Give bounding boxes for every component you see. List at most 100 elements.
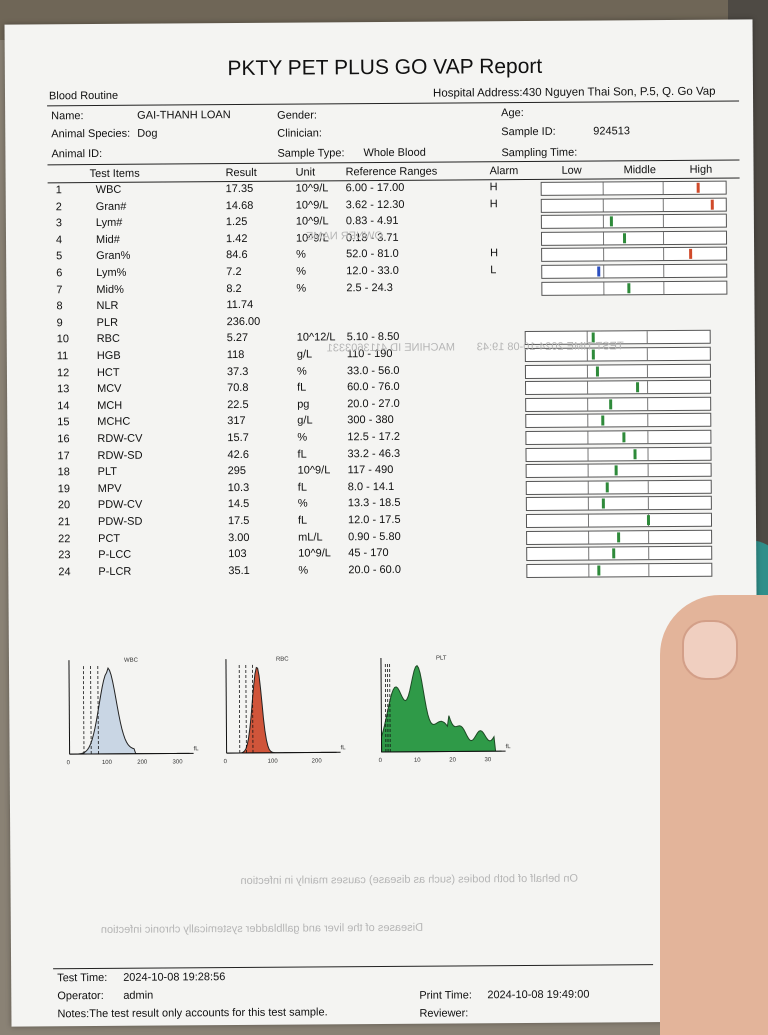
reference-range: 3.62 - 12.30 <box>345 198 405 211</box>
result-marker <box>595 366 599 377</box>
result-marker <box>636 382 640 393</box>
range-indicator-bar <box>524 363 711 379</box>
histogram-tick-label: 200 <box>137 760 148 766</box>
test-item: Lym# <box>95 216 123 230</box>
range-divider <box>602 199 604 212</box>
range-indicator-bar <box>525 446 712 462</box>
operator-value: admin <box>123 989 154 1002</box>
histogram-y-axis <box>68 660 71 755</box>
range-divider <box>647 431 649 444</box>
range-divider <box>586 398 588 411</box>
sample-id-value: 924513 <box>593 125 631 138</box>
histogram-curve <box>226 666 337 754</box>
test-item: RBC <box>96 333 120 346</box>
unit-value: fL <box>297 514 308 527</box>
range-divider <box>663 265 665 278</box>
range-indicator-bar <box>541 280 728 296</box>
row-number: 4 <box>55 234 63 247</box>
result-value: 37.3 <box>226 365 249 378</box>
result-marker <box>696 182 700 193</box>
age-label: Age: <box>501 107 524 120</box>
unit-value: 10^9/L <box>298 547 331 560</box>
histogram-plt: PLT fL 0 10 20 30 <box>369 651 520 775</box>
row-number: 20 <box>57 499 71 512</box>
test-time-label: Test Time: <box>57 971 108 985</box>
test-item: RDW-CV <box>97 432 143 445</box>
divider <box>53 964 654 970</box>
unit-value: fL <box>297 381 307 394</box>
test-item: HCT <box>96 366 120 379</box>
species-value: Dog <box>137 127 158 140</box>
histogram-title: PLT <box>436 656 447 662</box>
test-item: MCHC <box>97 416 131 429</box>
unit-value: mL/L <box>298 531 323 544</box>
range-divider <box>648 480 650 493</box>
range-divider <box>587 481 589 494</box>
alarm-flag: H <box>489 181 498 194</box>
header-unit: Unit <box>295 166 316 179</box>
result-value: 14.5 <box>227 498 250 511</box>
test-item: RDW-SD <box>97 449 143 462</box>
range-indicator-bar <box>526 562 713 578</box>
histogram-y-axis <box>225 659 228 754</box>
result-value: 295 <box>227 465 247 478</box>
result-marker <box>602 498 606 509</box>
result-value: 70.8 <box>227 382 249 395</box>
test-item: MPV <box>97 482 122 495</box>
reference-range: 20.0 - 27.0 <box>347 397 400 411</box>
range-indicator-bar <box>541 246 728 263</box>
notes-text: Notes:The test result only accounts for … <box>57 1006 328 1021</box>
result-value: 3.00 <box>228 531 250 544</box>
range-divider <box>648 530 650 543</box>
range-divider <box>587 431 589 444</box>
reference-range: 8.0 - 14.1 <box>347 480 395 494</box>
reference-range: 33.0 - 56.0 <box>346 364 400 377</box>
result-value: 1.42 <box>225 232 248 245</box>
result-value: 22.5 <box>227 398 249 411</box>
histogram-tick-label: 20 <box>449 757 456 763</box>
range-indicator-bar <box>525 512 713 528</box>
range-divider <box>587 514 589 527</box>
test-item: P-LCC <box>98 548 132 562</box>
range-divider <box>587 547 589 560</box>
threshold-line <box>238 662 241 754</box>
name-value: GAI-THANH LOAN <box>137 109 231 122</box>
species-label: Animal Species: <box>51 127 131 141</box>
result-value: 14.68 <box>225 199 254 212</box>
sampling-time-label: Sampling Time: <box>501 146 578 160</box>
reference-range: 0.83 - 4.91 <box>345 215 399 228</box>
result-value: 236.00 <box>226 315 261 328</box>
unit-value: % <box>296 248 306 261</box>
reference-range: 12.5 - 17.2 <box>347 430 401 444</box>
range-divider <box>648 547 650 560</box>
result-value: 8.2 <box>226 282 242 295</box>
test-item: MCH <box>97 399 123 412</box>
range-divider <box>587 464 589 477</box>
histogram-tick-label: 10 <box>414 758 421 764</box>
row-number: 24 <box>58 565 71 579</box>
alarm-flag: H <box>489 197 498 210</box>
clinician-label: Clinician: <box>277 127 322 140</box>
histogram-title: WBC <box>124 658 139 664</box>
reference-range: 0.90 - 5.80 <box>348 530 401 543</box>
hospital-address: Hospital Address:430 Nguyen Thai Son, P.… <box>432 85 716 100</box>
range-indicator-bar <box>525 429 712 445</box>
range-divider <box>602 215 604 228</box>
reference-range: 52.0 - 81.0 <box>346 248 399 261</box>
unit-value: 10^9/L <box>295 198 329 212</box>
table-row: 24 P-LCR 35.1% 20.0 - 60.0 <box>48 561 748 581</box>
result-marker <box>711 199 715 210</box>
unit-value: 10^9/L <box>295 215 329 228</box>
range-divider <box>602 248 604 261</box>
row-number: 5 <box>56 250 63 263</box>
row-number: 22 <box>58 532 71 545</box>
header-high: High <box>689 163 713 176</box>
range-divider <box>587 497 589 510</box>
threshold-line <box>387 661 389 752</box>
reference-range: 300 - 380 <box>347 414 394 427</box>
unit-value: % <box>296 365 307 378</box>
reference-range: 2.5 - 24.3 <box>346 281 393 294</box>
range-divider <box>603 282 605 295</box>
unit-value: % <box>298 564 309 577</box>
threshold-line <box>90 664 92 755</box>
